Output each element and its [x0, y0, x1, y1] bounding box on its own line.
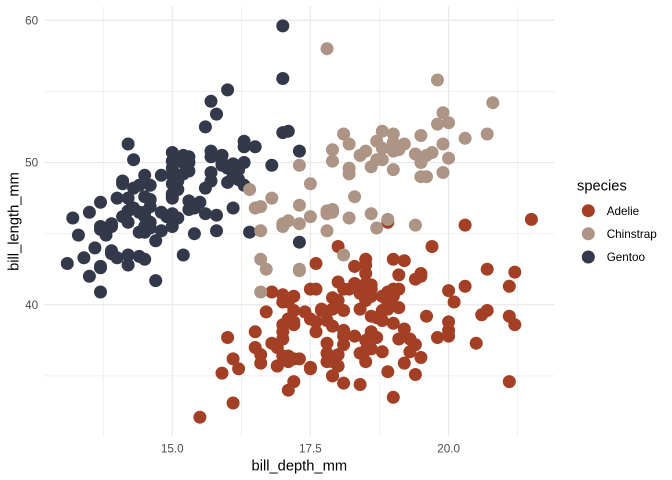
- svg-text:50: 50: [25, 157, 39, 170]
- svg-text:20.0: 20.0: [437, 442, 460, 455]
- svg-text:bill_length_mm: bill_length_mm: [7, 172, 23, 271]
- svg-text:Adelie: Adelie: [607, 205, 640, 218]
- svg-text:40: 40: [25, 299, 39, 312]
- svg-text:Chinstrap: Chinstrap: [607, 228, 658, 241]
- svg-text:species: species: [577, 179, 627, 195]
- svg-text:15.0: 15.0: [161, 442, 184, 455]
- svg-text:bill_depth_mm: bill_depth_mm: [252, 458, 348, 474]
- svg-text:Gentoo: Gentoo: [607, 251, 646, 264]
- svg-text:60: 60: [25, 14, 39, 27]
- svg-text:17.5: 17.5: [299, 442, 322, 455]
